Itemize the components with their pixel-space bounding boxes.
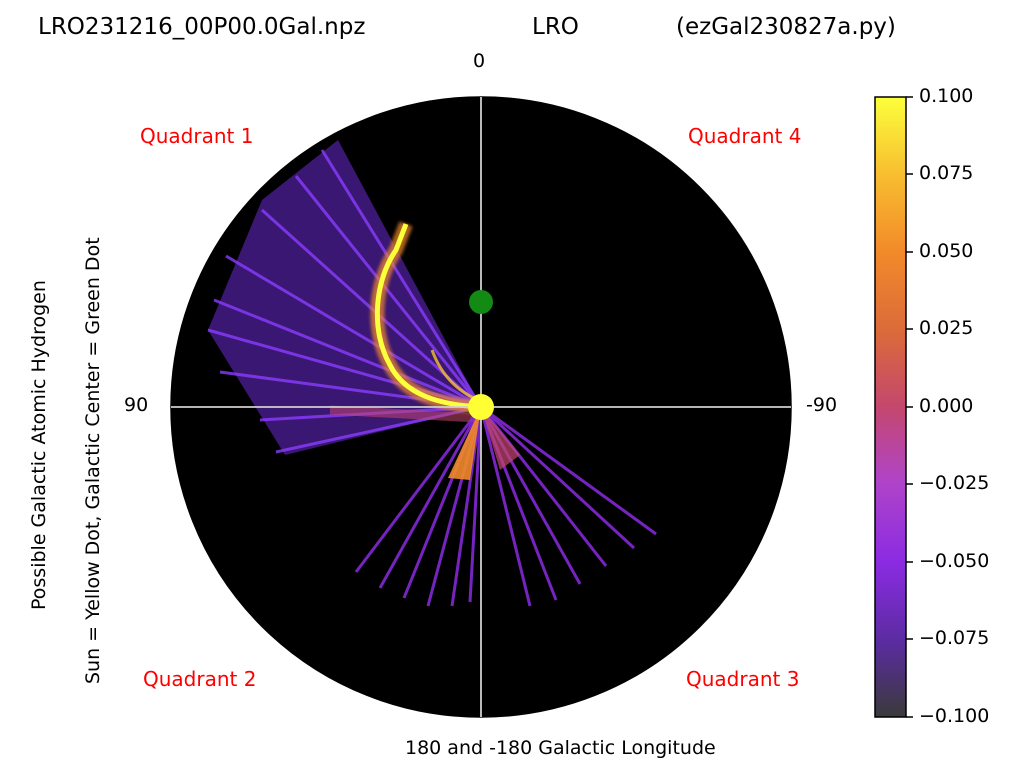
chart-title-script: (ezGal230827a.py) [676,14,896,40]
spiral-arm-inner [430,349,479,402]
galactic-center-marker [469,290,493,314]
sun-marker [468,394,494,420]
chart-title-filename: LRO231216_00P00.0Gal.npz [38,14,366,40]
quadrant-1-label: Quadrant 1 [140,124,254,148]
spiral-arm [374,223,482,410]
orange-band [329,405,479,423]
colorbar-tick-label: −0.100 [919,705,990,727]
lower-hot-core-right [481,407,520,470]
colorbar-tick-label: 0.025 [919,317,974,339]
quadrant-2-label: Quadrant 2 [143,667,257,691]
y-axis-label-line-2: Sun = Yellow Dot, Galactic Center = Gree… [82,237,104,684]
chart-title-station: LRO [532,14,579,40]
colorbar-tick-label: 0.100 [919,85,974,107]
x-axis-label: 180 and -180 Galactic Longitude [405,737,716,759]
emission-layer [207,140,657,607]
colorbar-ticks [906,96,913,718]
colorbar-tick-label: 0.000 [919,395,974,417]
colorbar-tick-label: −0.025 [919,472,990,494]
quadrant-4-label: Quadrant 4 [688,124,802,148]
colorbar [874,96,907,718]
colorbar-tick-label: −0.075 [919,627,990,649]
y-axis-label-line-1: Possible Galactic Atomic Hydrogen [28,280,50,610]
direction-label-top: 0 [473,50,486,72]
direction-label-right: -90 [806,394,838,416]
colorbar-tick-label: 0.050 [919,240,974,262]
colorbar-tick-label: 0.075 [919,162,974,184]
quadrant-1-fan [208,140,481,455]
direction-label-left: 90 [124,394,149,416]
lower-hot-core [448,407,481,480]
quadrant-3-label: Quadrant 3 [686,667,800,691]
colorbar-tick-label: −0.050 [919,550,990,572]
